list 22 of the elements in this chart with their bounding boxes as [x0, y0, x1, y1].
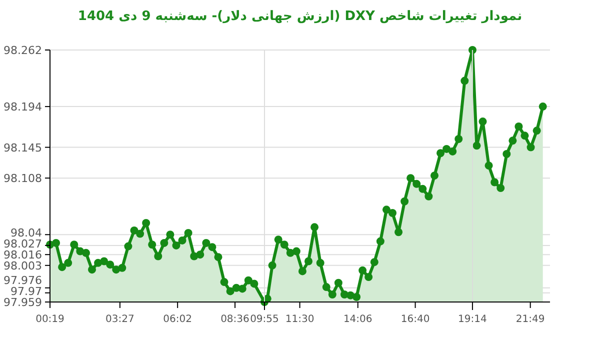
y-tick-label: 98.108 [4, 172, 42, 186]
y-tick-label: 98.027 [4, 237, 42, 250]
x-tick-label: 21:49 [516, 314, 545, 325]
y-tick-label: 98.145 [4, 141, 42, 154]
chart-title: نمودار تغییرات شاخص DXY (ارزش جهانی دلار)- سه‌شنبه 9 دی 1404 [78, 9, 522, 24]
y-tick-label: 98.016 [4, 248, 42, 262]
y-tick-label: 98.194 [4, 100, 42, 114]
y-tick-label: 98.003 [4, 259, 42, 272]
x-tick-label: 19:14 [458, 314, 487, 325]
x-tick-label: 14:06 [343, 314, 372, 325]
x-tick-label: 06:02 [163, 314, 192, 325]
x-tick-label: 03:27 [106, 314, 134, 325]
x-tick-label: 08:36 [220, 314, 250, 325]
x-tick-label: 09:55 [250, 314, 279, 325]
x-tick-label: 16:40 [400, 314, 430, 325]
y-tick-label: 97.97 [10, 285, 42, 298]
y-tick-label: 98.262 [4, 44, 42, 57]
y-tick-label: 98.04 [10, 226, 42, 240]
x-tick-label: 00:19 [36, 314, 64, 325]
y-tick-label: 97.959 [4, 296, 42, 309]
x-tick-label: 11:30 [285, 314, 314, 325]
y-tick-label: 97.976 [4, 274, 42, 287]
